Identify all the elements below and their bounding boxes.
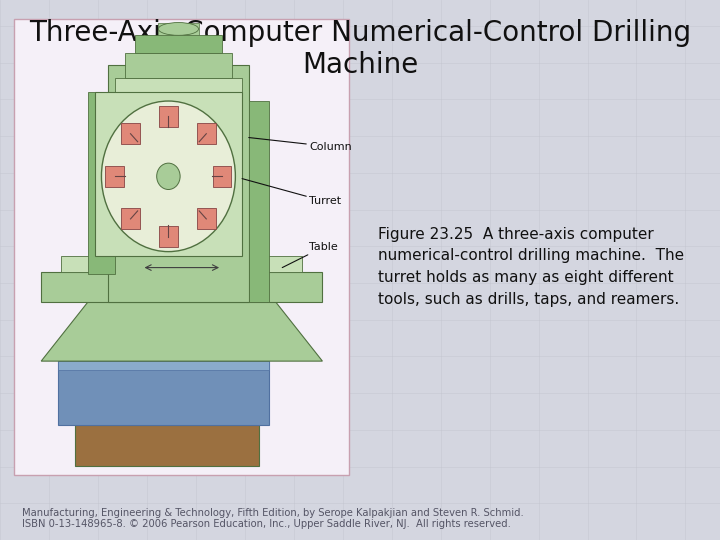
Bar (212, 166, 231, 187)
Text: Three-Axis Computer Numerical-Control Drilling
Machine: Three-Axis Computer Numerical-Control Dr… (29, 19, 691, 79)
Polygon shape (41, 302, 323, 361)
FancyBboxPatch shape (95, 92, 242, 256)
Bar (121, 208, 140, 230)
FancyBboxPatch shape (61, 256, 302, 272)
FancyBboxPatch shape (125, 53, 232, 78)
Bar (159, 105, 178, 127)
Text: Table: Table (282, 242, 338, 268)
FancyBboxPatch shape (41, 272, 323, 302)
FancyBboxPatch shape (58, 361, 269, 370)
Text: Turret: Turret (242, 179, 341, 206)
FancyBboxPatch shape (115, 78, 242, 110)
Bar (121, 123, 140, 144)
Text: Figure 23.25  A three-axis computer
numerical-control drilling machine.  The
tur: Figure 23.25 A three-axis computer numer… (378, 227, 684, 307)
FancyBboxPatch shape (75, 425, 258, 466)
Text: Column: Column (249, 138, 352, 152)
Ellipse shape (157, 163, 180, 190)
FancyBboxPatch shape (88, 92, 115, 274)
Ellipse shape (102, 101, 235, 252)
Bar (197, 208, 216, 230)
Bar (197, 123, 216, 144)
Ellipse shape (158, 23, 199, 35)
Bar (159, 226, 178, 247)
FancyBboxPatch shape (108, 65, 249, 302)
Bar (105, 166, 125, 187)
Text: Manufacturing, Engineering & Technology, Fifth Edition, by Serope Kalpakjian and: Manufacturing, Engineering & Technology,… (22, 508, 523, 529)
FancyBboxPatch shape (135, 35, 222, 53)
FancyBboxPatch shape (14, 19, 349, 475)
FancyBboxPatch shape (158, 23, 199, 35)
FancyBboxPatch shape (249, 101, 269, 302)
FancyBboxPatch shape (58, 361, 269, 425)
